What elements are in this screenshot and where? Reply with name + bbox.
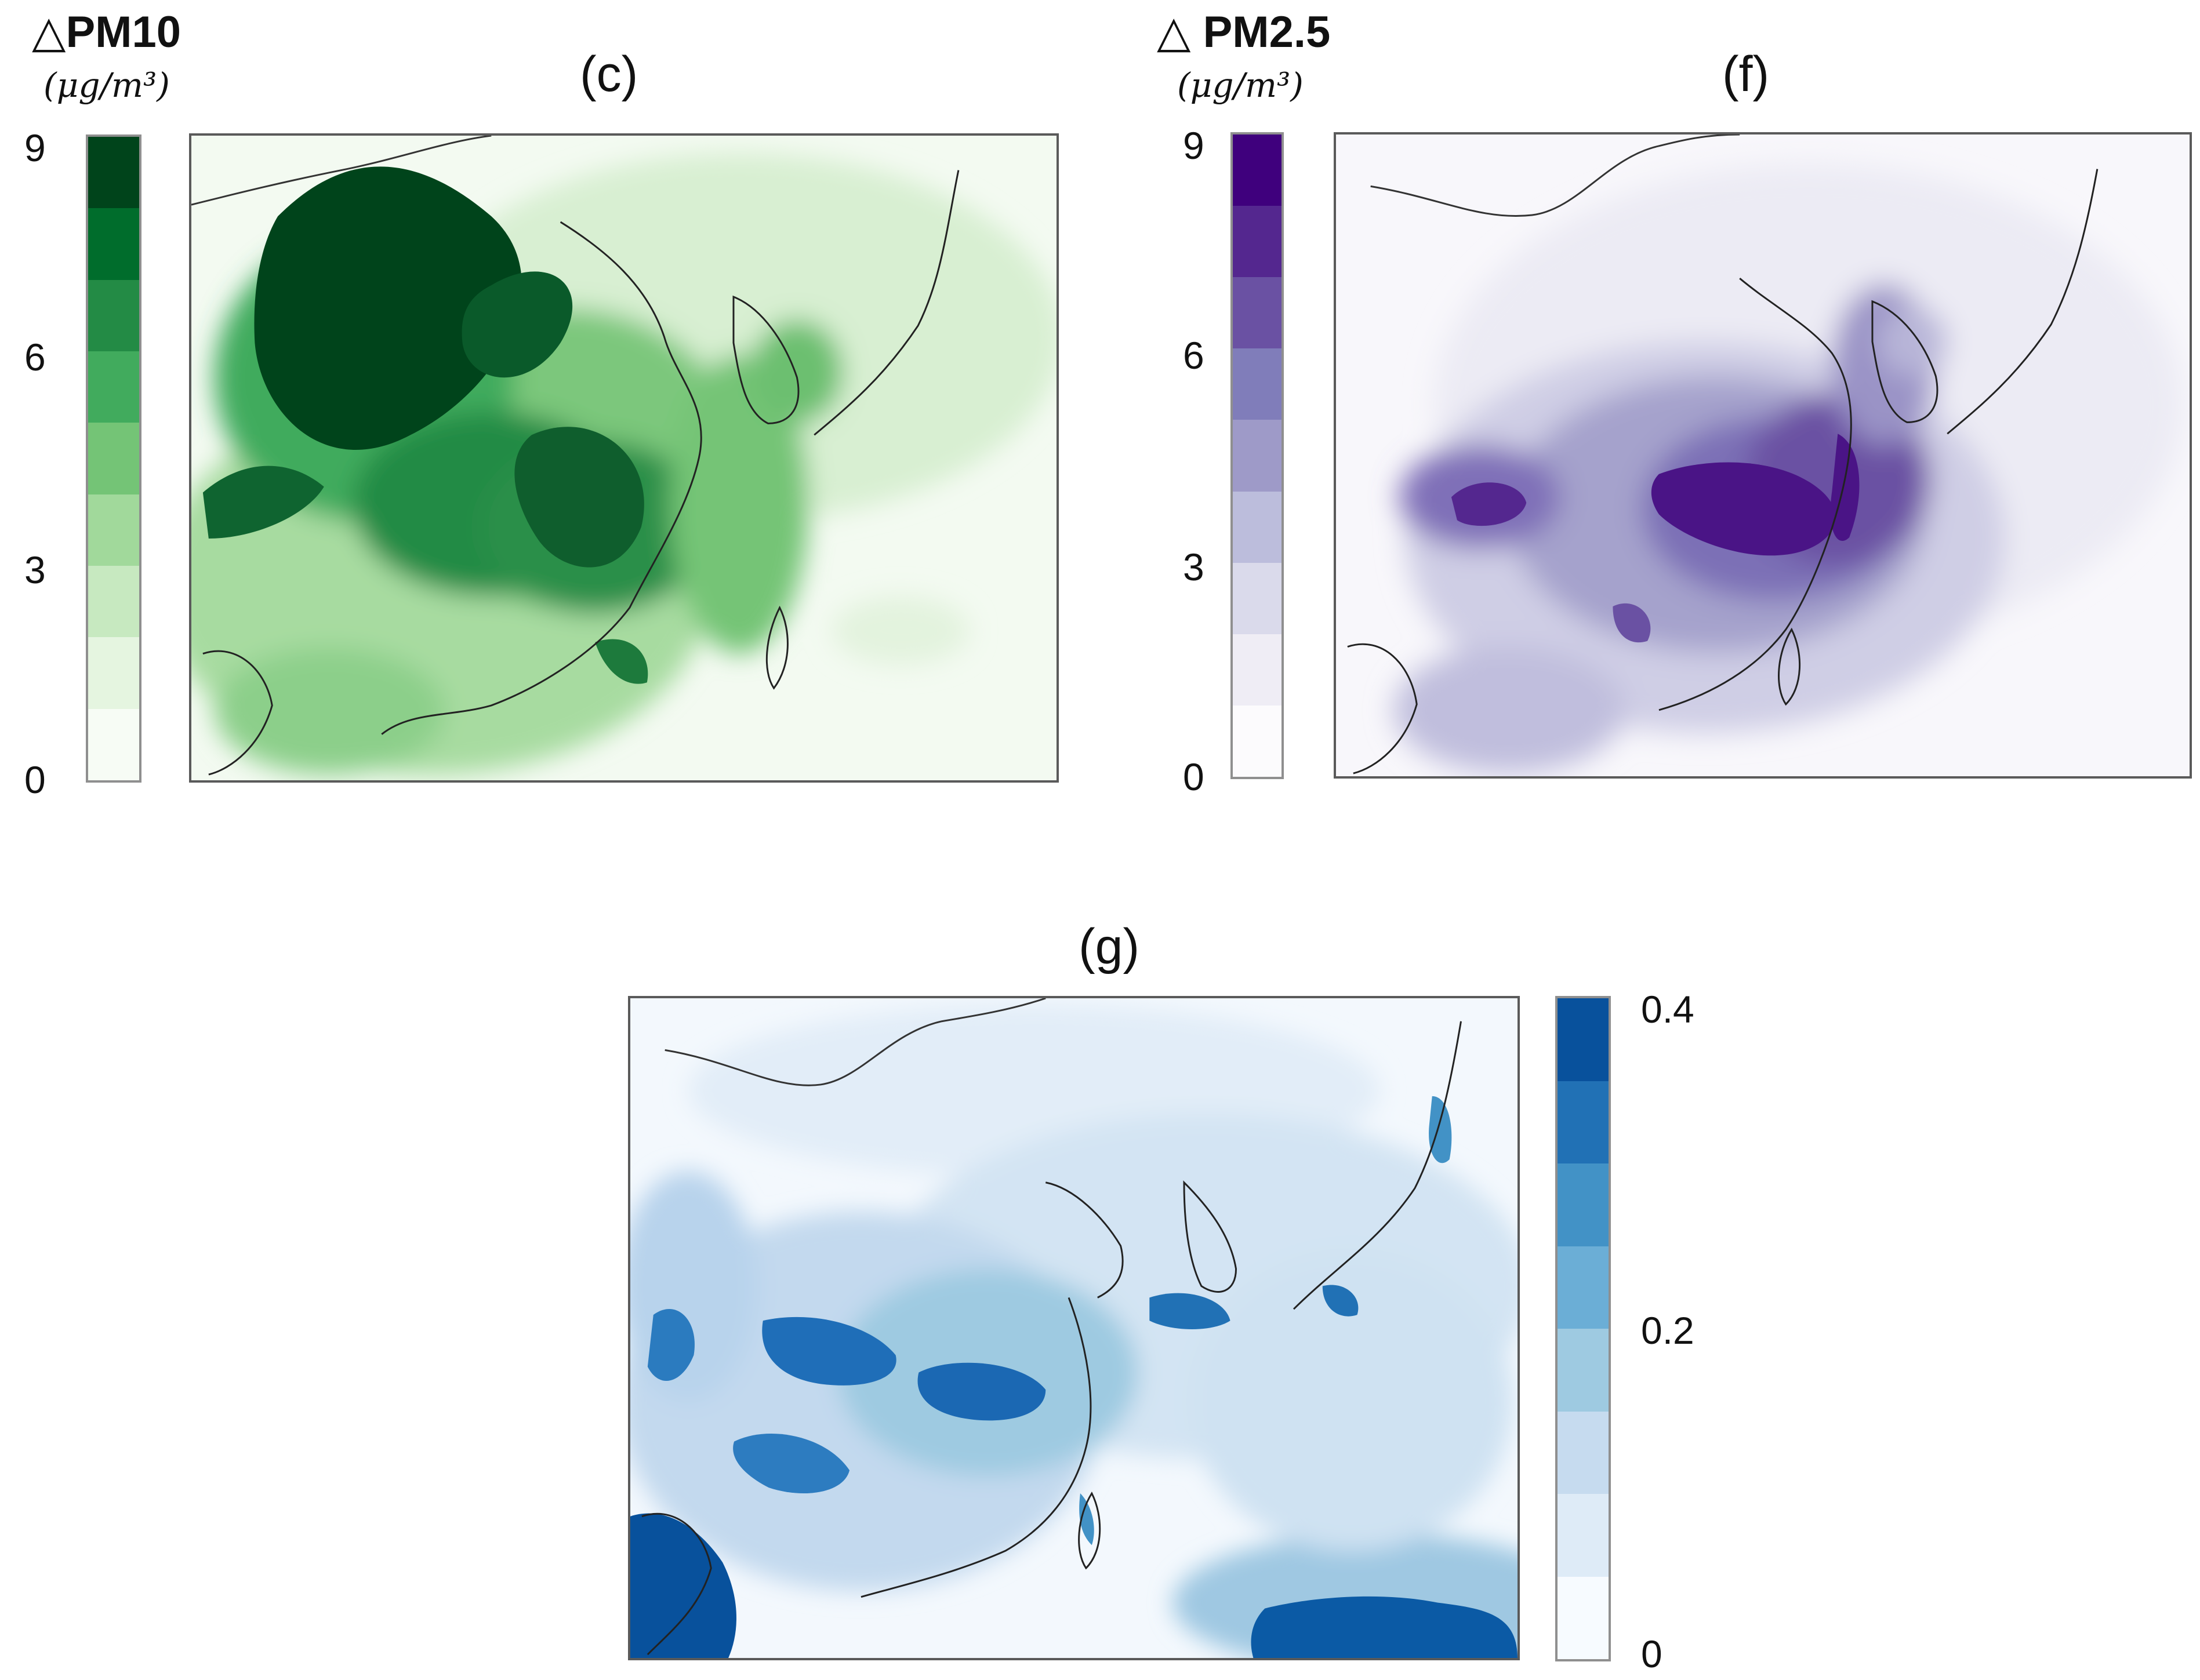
colorbar-tick-0.4: 0.4 (1641, 988, 1694, 1031)
pm10-unit-label: (μg/m³) (43, 66, 170, 105)
pm10-colorbar (86, 134, 141, 783)
colorbar-tick-3: 3 (24, 548, 46, 591)
colorbar-swatch (1233, 705, 1281, 777)
colorbar-swatch (88, 637, 139, 709)
colorbar-swatch (1233, 491, 1281, 563)
colorbar-tick-0: 0 (24, 758, 46, 801)
colorbar-swatch (1558, 1329, 1609, 1412)
pm25-unit-label: (μg/m³) (1177, 66, 1304, 105)
colorbar-swatch (1233, 562, 1281, 634)
colorbar-swatch (1233, 420, 1281, 492)
panel-label-f: (f) (1722, 46, 1770, 102)
colorbar-swatch (1558, 1576, 1609, 1659)
pm25-colorbar (1230, 132, 1284, 779)
pm25-map (1334, 132, 2192, 779)
colorbar-swatch (1558, 1494, 1609, 1577)
colorbar-swatch (1558, 1246, 1609, 1329)
pm10-variable-title: △PM10 (32, 8, 181, 57)
colorbar-swatch (88, 708, 139, 780)
pm10-map (189, 133, 1059, 783)
colorbar-swatch (1558, 998, 1609, 1081)
colorbar-tick-0.2: 0.2 (1641, 1309, 1694, 1352)
colorbar-tick-6: 6 (1183, 334, 1204, 377)
colorbar-tick-0: 0 (1641, 1632, 1662, 1675)
panel-label-g: (g) (1079, 919, 1140, 974)
colorbar-tick-0: 0 (1183, 755, 1204, 798)
colorbar-swatch (88, 351, 139, 423)
colorbar-tick-6: 6 (24, 336, 46, 379)
colorbar-swatch (1233, 134, 1281, 206)
colorbar-swatch (1233, 206, 1281, 278)
aod-colorbar (1555, 996, 1611, 1661)
colorbar-swatch (1233, 277, 1281, 349)
colorbar-swatch (1558, 1163, 1609, 1246)
colorbar-swatch (1558, 1081, 1609, 1163)
pm25-variable-title: △ PM2.5 (1157, 8, 1331, 57)
colorbar-swatch (1233, 634, 1281, 706)
colorbar-swatch (88, 208, 139, 280)
colorbar-tick-9: 9 (24, 126, 46, 169)
colorbar-swatch (88, 565, 139, 638)
colorbar-swatch (88, 423, 139, 494)
colorbar-swatch (1558, 1411, 1609, 1494)
colorbar-tick-9: 9 (1183, 124, 1204, 167)
colorbar-tick-3: 3 (1183, 546, 1204, 588)
panel-label-c: (c) (580, 46, 638, 102)
colorbar-swatch (88, 279, 139, 351)
aod-map (628, 996, 1520, 1660)
colorbar-swatch (1233, 348, 1281, 420)
colorbar-swatch (88, 494, 139, 566)
colorbar-swatch (88, 137, 139, 209)
